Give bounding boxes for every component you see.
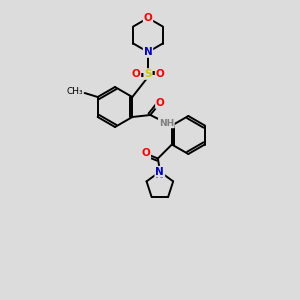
Text: NH: NH: [159, 118, 174, 127]
Text: N: N: [155, 167, 164, 177]
Text: O: O: [156, 69, 164, 79]
Text: N: N: [155, 169, 164, 179]
Text: S: S: [144, 69, 152, 79]
Text: O: O: [144, 13, 152, 23]
Text: O: O: [142, 148, 150, 158]
Text: O: O: [132, 69, 140, 79]
Text: N: N: [144, 47, 152, 57]
Text: O: O: [156, 98, 165, 108]
Text: CH₃: CH₃: [66, 88, 83, 97]
